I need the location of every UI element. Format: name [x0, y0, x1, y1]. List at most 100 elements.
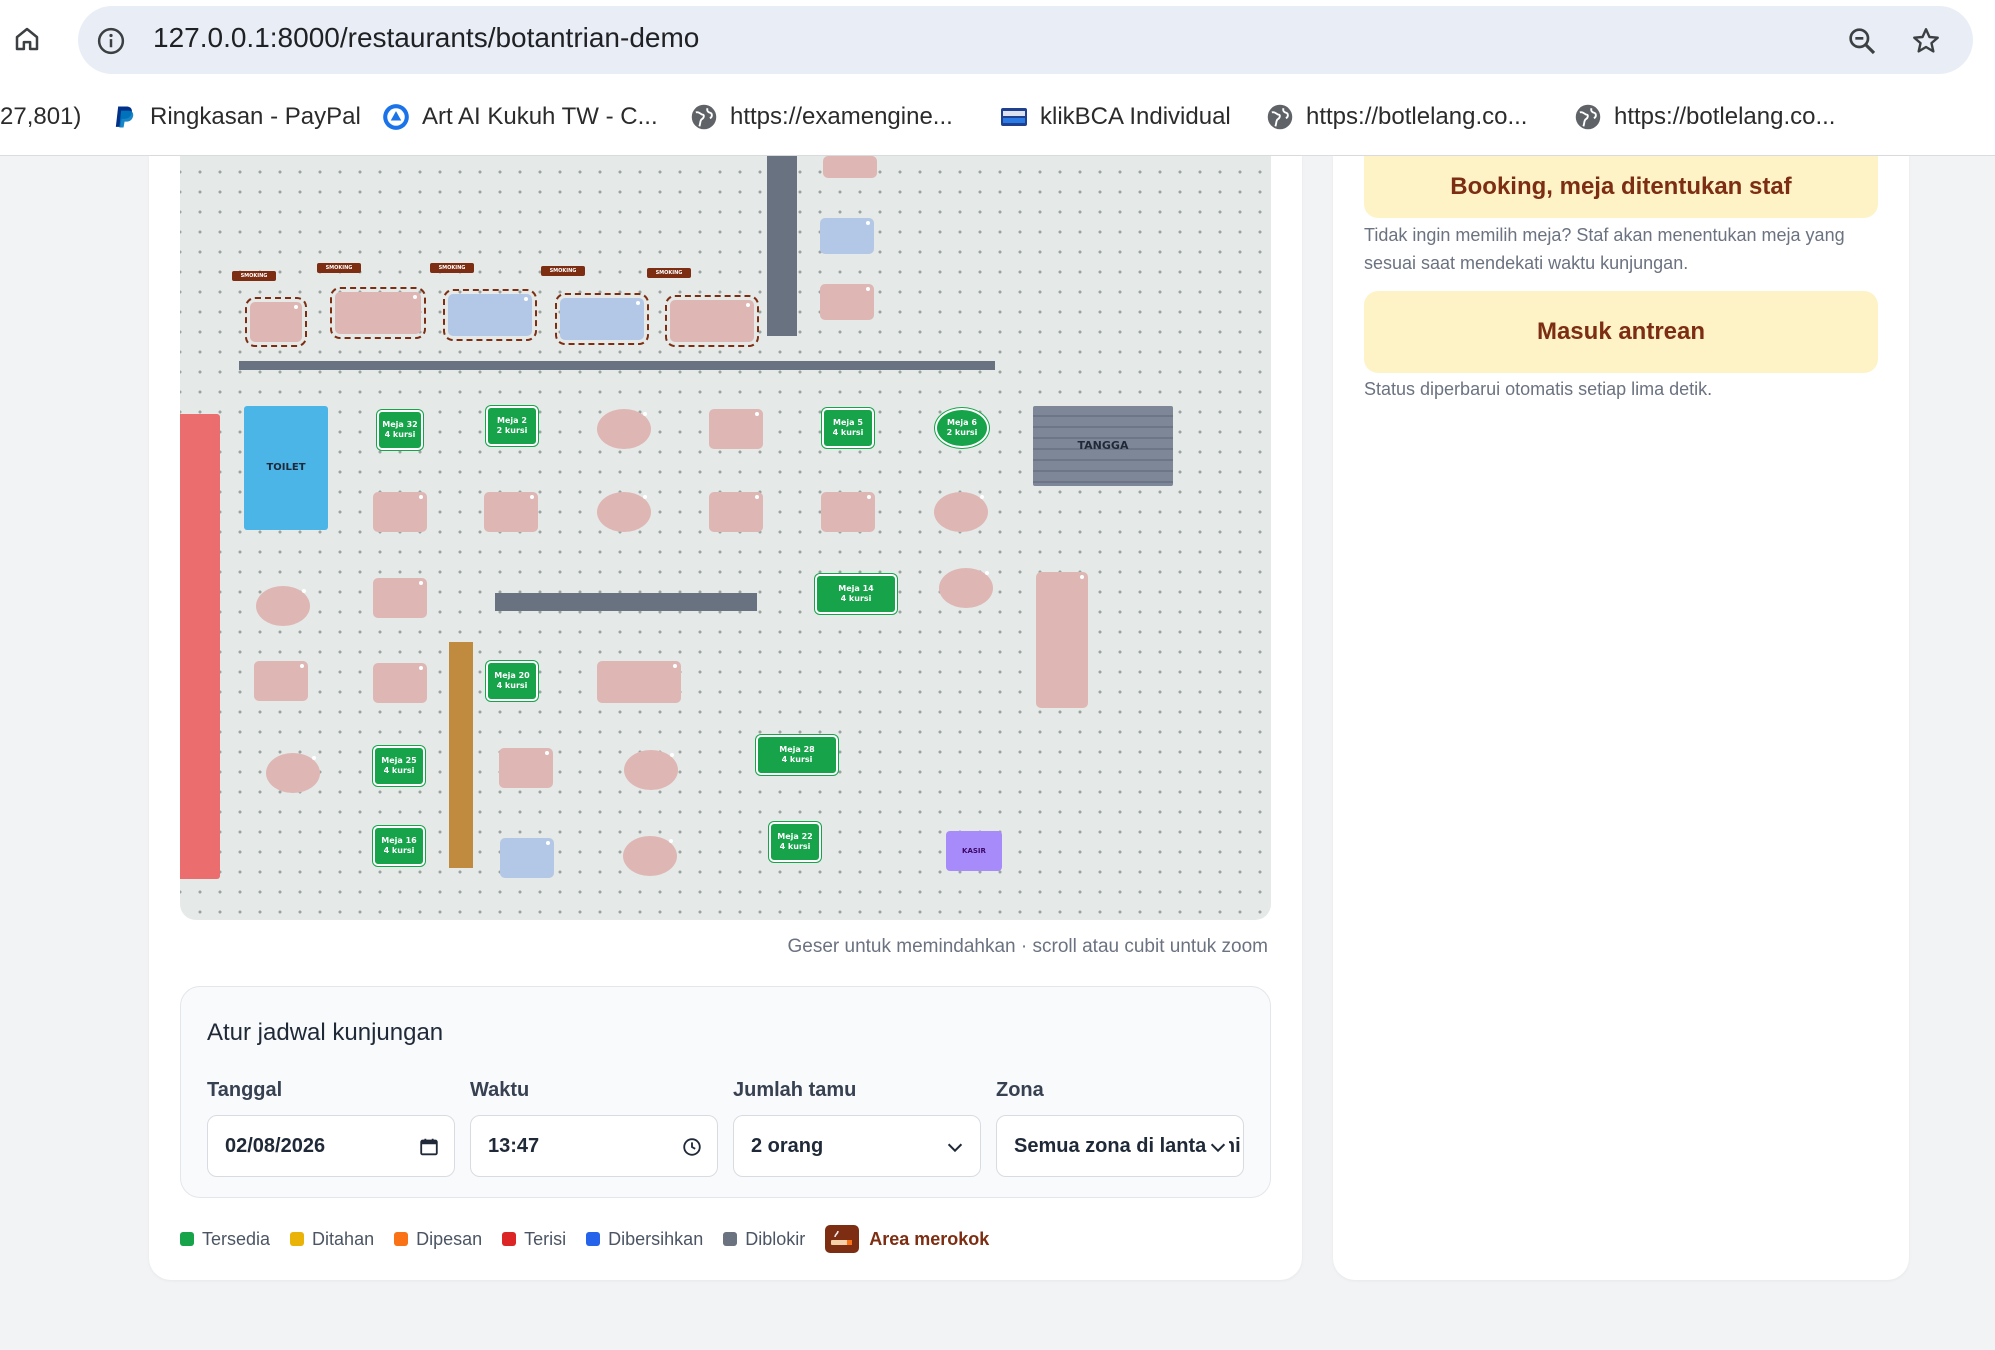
bookmark-item[interactable]: https://examengine... — [690, 100, 953, 134]
booking-note: Tidak ingin memilih meja? Staf akan mene… — [1364, 225, 1845, 273]
legend-item-dibersihkan: Dibersihkan — [586, 1229, 703, 1250]
bookmark-item[interactable]: 27,801) — [0, 100, 81, 134]
zoom-icon[interactable] — [1846, 25, 1878, 57]
globe-icon — [1267, 104, 1293, 130]
date-input[interactable]: 02/08/2026 — [207, 1115, 455, 1177]
legend-swatch — [394, 1232, 409, 1246]
table-meja-20[interactable]: Meja 20 4 kursi — [486, 661, 538, 701]
time-field: Waktu 13:47 — [470, 1079, 718, 1177]
legend-swatch — [586, 1232, 601, 1246]
table-meja-16[interactable]: Meja 16 4 kursi — [373, 826, 425, 866]
table-meja-25[interactable]: Meja 25 4 kursi — [373, 746, 425, 786]
partition-wall — [239, 361, 995, 370]
table-unavailable — [823, 156, 877, 178]
globe-icon — [1575, 104, 1601, 130]
counter-bar — [449, 642, 473, 868]
legend-item-terisi: Terisi — [502, 1229, 566, 1250]
home-icon[interactable] — [12, 24, 42, 54]
table-unavailable — [939, 568, 993, 608]
legend-swatch — [180, 1232, 194, 1246]
bookmark-label: https://botlelang.co... — [1614, 103, 1836, 130]
booking-staff-button[interactable]: Booking, meja ditentukan staf — [1364, 156, 1878, 218]
table-unavailable — [820, 218, 874, 254]
table-meja-28[interactable]: Meja 28 4 kursi — [756, 735, 838, 775]
art-ai-icon — [383, 104, 409, 130]
chevron-down-icon — [944, 1136, 966, 1158]
table-unavailable — [555, 293, 649, 345]
chevron-down-icon — [1207, 1136, 1229, 1158]
smoking-tag: SMOKING — [232, 271, 276, 281]
bookmark-label: 27,801) — [0, 103, 82, 130]
table-unavailable — [373, 663, 427, 703]
table-unavailable — [821, 492, 875, 532]
table-unavailable — [245, 297, 307, 347]
bookmark-item[interactable]: klikBCA Individual — [1000, 100, 1231, 134]
time-label: Waktu — [470, 1079, 530, 1101]
bookmark-label: Ringkasan - PayPal — [150, 103, 361, 130]
calendar-icon[interactable] — [418, 1136, 440, 1158]
join-queue-button[interactable]: Masuk antrean — [1364, 291, 1878, 373]
table-unavailable — [934, 492, 988, 532]
table-unavailable — [597, 661, 681, 703]
table-unavailable — [500, 838, 554, 878]
table-unavailable — [373, 578, 427, 618]
legend-item-ditahan: Ditahan — [290, 1229, 374, 1250]
globe-icon — [691, 104, 717, 130]
bookmark-star-icon[interactable] — [1910, 25, 1942, 57]
legend-item-tersedia: Tersedia — [180, 1229, 270, 1250]
bookmark-item[interactable]: https://botlelang.co... — [1574, 100, 1835, 134]
table-unavailable — [256, 586, 310, 626]
table-unavailable — [624, 750, 678, 790]
legend-item-diblokir: Diblokir — [723, 1229, 805, 1250]
schedule-card: Atur jadwal kunjungan Tanggal 02/08/2026… — [180, 986, 1271, 1198]
bookmark-item[interactable]: https://botlelang.co... — [1266, 100, 1527, 134]
clock-icon[interactable] — [681, 1136, 703, 1158]
table-unavailable — [330, 287, 426, 339]
date-field: Tanggal 02/08/2026 — [207, 1079, 455, 1177]
url-text[interactable]: 127.0.0.1:8000/restaurants/botantrian-de… — [153, 22, 700, 53]
bookmark-item[interactable]: Art AI Kukuh TW - C... — [382, 100, 658, 134]
table-unavailable — [484, 492, 538, 532]
bookmark-label: https://botlelang.co... — [1306, 103, 1528, 130]
table-meja-22[interactable]: Meja 22 4 kursi — [769, 822, 821, 862]
cashier-area: KASIR — [946, 831, 1002, 871]
table-unavailable — [443, 289, 537, 341]
guests-select[interactable]: 2 orang — [733, 1115, 981, 1177]
bookmarks-bar: 27,801) Ringkasan - PayPal Art AI Kukuh … — [0, 78, 1995, 156]
legend-item-smoking-area: Area merokok — [825, 1225, 989, 1253]
zone-select[interactable]: Semua zona di lantai ini — [996, 1115, 1244, 1177]
status-legend: Tersedia Ditahan Dipesan Terisi Dibersih… — [180, 1224, 1009, 1254]
legend-swatch — [290, 1232, 305, 1246]
address-bar[interactable] — [78, 6, 1973, 74]
table-meja-32[interactable]: Meja 32 4 kursi — [377, 410, 423, 450]
status-refresh-note: Status diperbarui otomatis setiap lima d… — [1364, 379, 1713, 399]
browser-toolbar: 127.0.0.1:8000/restaurants/botantrian-de… — [0, 0, 1995, 78]
guests-field: Jumlah tamu 2 orang — [733, 1079, 981, 1177]
zone-field: Zona Semua zona di lantai ini — [996, 1079, 1244, 1177]
table-unavailable — [254, 661, 308, 701]
stairs-label: TANGGA — [1077, 439, 1129, 453]
table-unavailable — [373, 492, 427, 532]
toilet-area: TOILET — [244, 406, 328, 530]
smoking-tag: SMOKING — [317, 263, 361, 273]
partition-wall — [767, 156, 797, 336]
floor-map-hint: Geser untuk memindahkan · scroll atau cu… — [787, 936, 1268, 957]
table-unavailable — [709, 492, 763, 532]
guests-label: Jumlah tamu — [733, 1079, 857, 1101]
legend-swatch — [723, 1232, 738, 1246]
toilet-label: TOILET — [266, 461, 306, 473]
smoking-tag: SMOKING — [430, 263, 474, 273]
cashier-label: KASIR — [962, 846, 986, 855]
site-info-icon[interactable] — [96, 26, 126, 56]
bookmark-item[interactable]: Ringkasan - PayPal — [110, 100, 361, 134]
table-meja-14[interactable]: Meja 14 4 kursi — [815, 574, 897, 614]
table-unavailable — [499, 748, 553, 788]
smoking-tag: SMOKING — [647, 268, 691, 278]
time-input[interactable]: 13:47 — [470, 1115, 718, 1177]
bookmark-label: Art AI Kukuh TW - C... — [422, 103, 658, 130]
partition-wall — [495, 593, 757, 611]
floor-map[interactable]: TOILET TANGGA KASIR SMOKING SMOKING SMOK… — [180, 156, 1271, 920]
